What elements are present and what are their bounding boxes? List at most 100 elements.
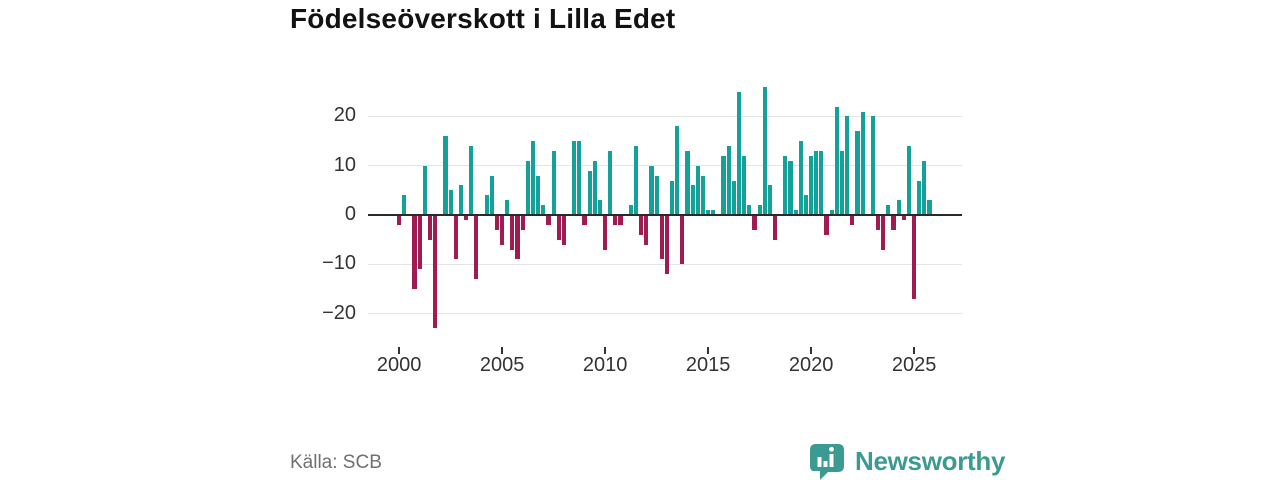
bar [649,165,654,215]
bar [541,205,546,215]
bar [675,126,680,215]
bar [809,155,814,215]
bar [618,215,623,225]
bar [546,215,551,225]
chart-plot [368,75,962,347]
bar [700,175,706,215]
brand-name: Newsworthy [855,445,1006,476]
bar [819,150,824,215]
chart-title: Födelseöverskott i Lilla Edet [290,3,676,34]
x-tick [398,347,401,354]
bar [603,215,608,250]
bar [572,141,577,215]
bar [659,215,664,260]
bar [453,215,458,260]
bar [505,200,510,215]
bar [469,146,474,215]
bar [762,86,767,215]
bar [530,141,536,215]
gridline [368,165,962,167]
y-tick-label: −10 [322,252,356,275]
bar [927,200,932,215]
bar [551,150,556,215]
bar [850,215,855,225]
bar [587,170,592,215]
newsworthy-brand: Newsworthy [808,442,1005,480]
gridline [368,115,962,117]
bar [556,215,561,240]
x-tick [913,347,916,354]
bar [561,215,566,245]
bar [798,141,803,215]
bar [721,155,726,215]
bar [917,180,922,215]
bar [881,215,886,250]
bar [525,160,530,215]
bar [515,215,520,260]
x-tick [501,347,504,354]
bar [711,210,716,215]
bar [608,150,613,215]
bar [736,91,742,216]
newsworthy-logo-icon [810,444,844,480]
bar [397,215,402,225]
bar [474,215,479,280]
bar [402,195,407,215]
bar [742,155,747,215]
x-tick [810,347,813,354]
zero-line [368,214,962,216]
bar [536,175,541,215]
bar [896,200,901,215]
bar [422,165,427,215]
bar [639,215,644,235]
bar [577,141,582,215]
bar [891,215,896,230]
bar [463,215,469,220]
bar [680,215,685,265]
bar [726,146,731,215]
bar [783,155,788,215]
bar [767,185,772,215]
bar [695,165,700,215]
x-tick-label: 2020 [788,354,834,376]
bar [886,205,891,215]
x-tick-label: 2000 [376,354,422,376]
bar [803,195,809,215]
bar [592,160,597,215]
bar [427,215,433,240]
gridline [368,313,962,315]
bar [582,215,587,225]
source-label: Källa: SCB [290,452,382,473]
bar [690,185,695,215]
bar [433,215,438,329]
x-tick-label: 2015 [685,354,731,376]
y-tick-label: 0 [344,203,356,225]
bar [793,210,798,215]
bar [706,210,711,215]
bar [494,215,500,230]
bar [597,200,603,215]
x-tick-label: 2010 [582,354,628,376]
bar [613,215,618,225]
y-tick-label: 20 [333,104,356,127]
bar [772,215,778,240]
x-tick [707,347,710,354]
bar [855,131,860,215]
bar [922,160,927,215]
bar [834,106,839,215]
bar [489,175,494,215]
bar [788,160,793,215]
x-tick-label: 2025 [891,354,937,376]
bar [669,180,675,215]
bar [901,215,906,220]
bar [824,215,829,235]
bar [443,136,448,215]
bar [628,205,633,215]
bar [845,116,850,215]
bar [912,215,917,299]
bar [860,111,865,215]
bar [906,146,912,215]
bar [654,175,659,215]
x-tick [604,347,607,354]
bar [870,116,875,215]
